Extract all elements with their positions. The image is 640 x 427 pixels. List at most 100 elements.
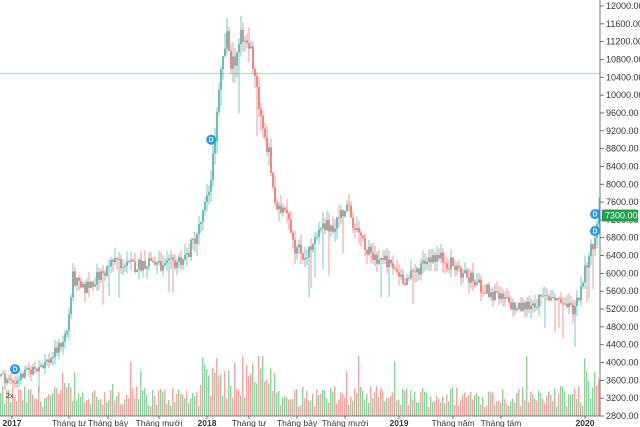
candle-body (496, 291, 498, 293)
volume-bar (14, 397, 16, 416)
candle-body (62, 341, 64, 347)
volume-bar (258, 356, 260, 416)
candle-body (438, 255, 440, 259)
candle-body (4, 373, 6, 384)
candle-body (560, 298, 562, 304)
dividend-marker[interactable] (590, 209, 600, 220)
volume-bar (10, 402, 12, 416)
volume-bar (520, 406, 522, 416)
scale-label: 2x (6, 393, 14, 400)
volume-bar (92, 392, 94, 416)
x-tick-label: Tháng mười (322, 418, 369, 427)
volume-bar (176, 393, 178, 416)
candle-body (192, 238, 194, 240)
volume-bar (50, 395, 52, 416)
volume-bar (98, 399, 100, 416)
y-tick-label: 10000.00 (606, 90, 640, 100)
volume-bar (428, 406, 430, 416)
candle-body (572, 304, 574, 315)
candle-body (384, 255, 386, 260)
volume-bar (528, 402, 530, 416)
candle-body (330, 225, 332, 232)
volume-bar (272, 391, 274, 416)
volume-bar (200, 384, 202, 416)
candle-body (268, 147, 270, 152)
dividend-marker-label: D (12, 367, 17, 374)
candle-body (22, 373, 24, 378)
volume-bar (240, 395, 242, 416)
volume-bar (378, 396, 380, 416)
candle-body (440, 252, 442, 259)
dividend-marker[interactable] (10, 364, 20, 375)
volume-bar (290, 399, 292, 416)
candle-body (408, 278, 410, 279)
volume-bar (470, 391, 472, 416)
candle-body (352, 217, 354, 229)
volume-bar (484, 406, 486, 416)
candle-body (404, 283, 406, 286)
candle-body (430, 257, 432, 263)
candle-body (248, 43, 250, 49)
candle-body (272, 172, 274, 187)
candle-body (162, 265, 164, 271)
volume-bar (280, 404, 282, 416)
candle-body (278, 205, 280, 210)
volume-bar (88, 399, 90, 416)
candle-body (36, 368, 38, 372)
volume-bar (252, 363, 254, 416)
candle-body (424, 260, 426, 264)
volume-bar (488, 391, 490, 416)
dividend-marker[interactable] (206, 134, 217, 145)
volume-bar (168, 399, 170, 416)
volume-bar (122, 404, 124, 416)
volume-bar (202, 357, 204, 416)
candle-body (422, 260, 424, 264)
volume-bar (162, 392, 164, 416)
candle-body (558, 298, 560, 300)
candle-body (116, 258, 118, 260)
candle-body (232, 56, 234, 69)
candle-body (210, 179, 212, 192)
candle-body (578, 297, 580, 301)
volume-bar (510, 401, 512, 416)
candle-body (182, 259, 184, 265)
candle-body (308, 246, 310, 258)
candle-body (382, 257, 384, 260)
y-tick-label: 4000.00 (606, 358, 639, 368)
candle-body (480, 279, 482, 293)
dividend-markers[interactable]: D D D D (10, 134, 600, 375)
candle-body (550, 297, 552, 301)
volume-bar (104, 392, 106, 416)
volume-bar (46, 396, 48, 416)
candle-body (206, 195, 208, 203)
candle-body (540, 294, 542, 297)
volume-bar (30, 389, 32, 416)
candle-body (594, 237, 596, 250)
candle-body (238, 44, 240, 53)
candle-body (402, 274, 404, 284)
volume-bar (412, 399, 414, 416)
candle-body (148, 258, 150, 267)
volume-bar (66, 387, 68, 416)
volume-bar (432, 402, 434, 416)
volume-bar (382, 390, 384, 416)
dividend-marker[interactable] (590, 226, 600, 237)
candle-body (316, 236, 318, 238)
volume-bar (324, 390, 326, 416)
candle-body (10, 378, 12, 381)
volume-bar (100, 398, 102, 416)
volume-bar (384, 401, 386, 416)
volume-bar (150, 406, 152, 416)
candle-body (196, 234, 198, 244)
volume-bar (524, 400, 526, 416)
volume-bar (386, 398, 388, 416)
candle-body (348, 204, 350, 206)
volume-bar (350, 396, 352, 416)
candle-body (518, 303, 520, 309)
volume-bar (166, 403, 168, 416)
candle-body (150, 258, 152, 262)
dividend-marker-label: D (209, 137, 214, 144)
volume-bar (28, 389, 30, 416)
y-tick-label: 8400.00 (606, 161, 639, 171)
